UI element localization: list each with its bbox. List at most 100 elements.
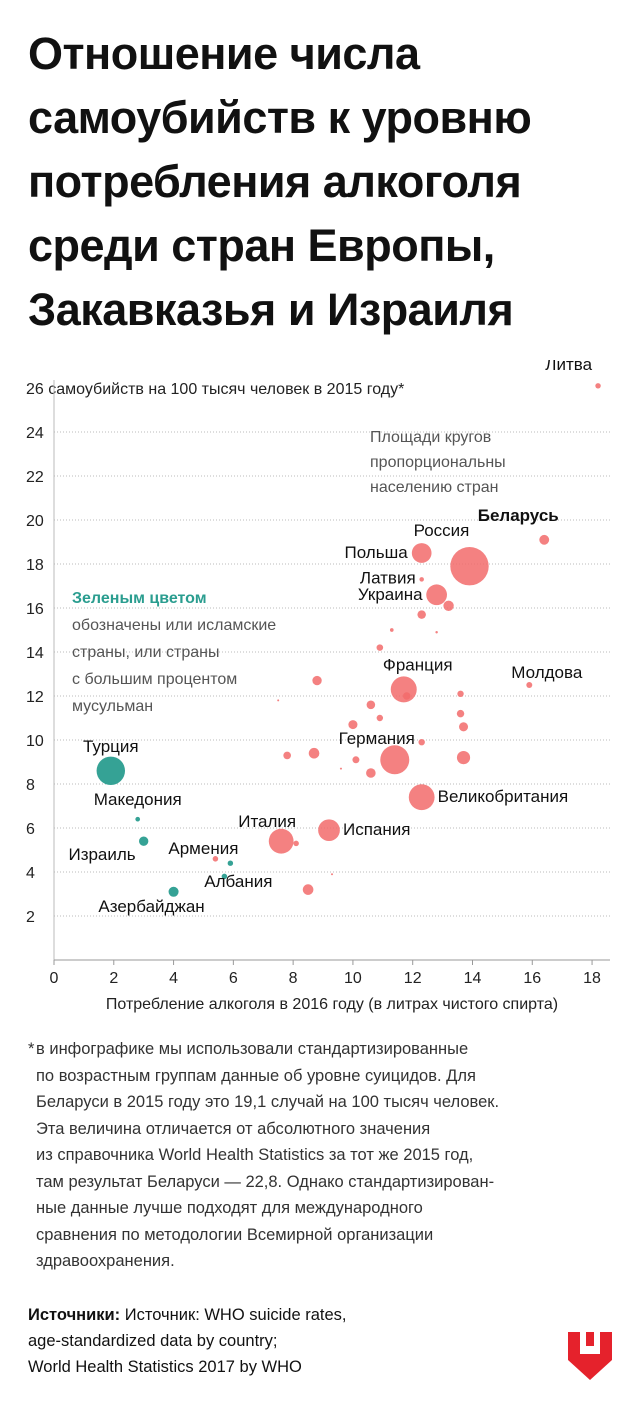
data-point (221, 873, 228, 880)
data-point-Македония (135, 816, 141, 822)
x-tick-label: 14 (464, 970, 482, 987)
data-label-Латвия: Латвия (360, 568, 416, 587)
y-axis-label: 26 самоубийств на 100 тысяч человек в 20… (26, 381, 404, 398)
data-label-Франция: Франция (383, 655, 453, 674)
data-point-Украина (426, 584, 447, 606)
y-tick-label: 6 (26, 821, 35, 838)
y-tick-label: 2 (26, 909, 35, 926)
data-label-Македония: Македония (94, 790, 182, 809)
data-point (456, 709, 465, 718)
data-point-Албания (227, 860, 234, 866)
data-label-Турция: Турция (83, 737, 139, 756)
data-label-Великобритания: Великобритания (438, 787, 569, 806)
data-point-Азербайджан (168, 886, 179, 897)
y-tick-label: 10 (26, 733, 44, 750)
data-point-Литва (595, 383, 601, 389)
data-point-Турция (96, 756, 126, 786)
page-title: Отношение числа самоубийств к уровню пот… (28, 28, 532, 335)
x-tick-label: 12 (404, 970, 422, 987)
data-point (459, 722, 469, 732)
x-tick-label: 8 (289, 970, 298, 987)
size-note-line: Площади кругов (370, 429, 491, 446)
data-point (456, 751, 471, 765)
data-label-Россия: Россия (414, 521, 470, 540)
data-point (402, 692, 411, 700)
data-point-Испания (318, 819, 340, 842)
data-point (302, 884, 314, 895)
footnote: * в инфографике мы использовали стандарт… (28, 1036, 588, 1275)
footnote-marker: * (28, 1040, 35, 1058)
data-point-Италия (268, 828, 294, 854)
x-tick-label: 4 (169, 970, 178, 987)
data-label-Украина: Украина (358, 585, 423, 604)
color-note-line: обозначены или исламские (72, 617, 276, 634)
data-point (366, 700, 376, 710)
color-note-line: мусульман (72, 698, 153, 715)
sources-line-1: Источник: WHO suicide rates, (124, 1306, 347, 1324)
data-label-Испания: Испания (343, 820, 410, 839)
data-label-Беларусь: Беларусь (478, 506, 559, 525)
data-point-Армения (212, 856, 219, 862)
sources-label: Источники: (28, 1306, 121, 1324)
data-point (330, 873, 334, 876)
data-label-Армения: Армения (168, 839, 238, 858)
x-tick-label: 16 (523, 970, 541, 987)
data-point (457, 690, 464, 697)
color-note-line: страны, или страны (72, 644, 219, 661)
x-tick-label: 0 (50, 970, 59, 987)
data-point (293, 840, 299, 847)
y-tick-label: 24 (26, 425, 44, 442)
data-point (308, 747, 320, 759)
data-point (376, 714, 384, 722)
y-tick-label: 4 (26, 865, 35, 882)
data-point (312, 675, 322, 686)
data-point-Беларусь (539, 534, 550, 545)
data-label-Италия: Италия (238, 812, 296, 831)
data-label-Польша: Польша (345, 543, 409, 562)
data-point (348, 720, 358, 730)
y-tick-label: 14 (26, 645, 44, 662)
data-point (339, 767, 342, 770)
data-label-Азербайджан: Азербайджан (98, 897, 204, 916)
y-tick-label: 18 (26, 557, 44, 574)
data-point (277, 699, 280, 702)
data-point (418, 739, 425, 746)
data-point-Франция (390, 676, 417, 703)
data-label-Албания: Албания (204, 872, 272, 891)
data-point (417, 610, 426, 619)
data-point (352, 756, 360, 764)
data-point-Молдова (526, 682, 533, 688)
x-tick-label: 2 (109, 970, 118, 987)
sources-line-3: World Health Statistics 2017 by WHO (28, 1358, 302, 1376)
data-point (435, 630, 438, 634)
size-note-line: населению стран (370, 479, 499, 496)
data-point-Россия (450, 547, 489, 586)
data-point (283, 751, 291, 760)
data-point-Израиль (139, 836, 149, 846)
y-tick-label: 12 (26, 689, 44, 706)
x-tick-label: 18 (583, 970, 601, 987)
y-tick-label: 20 (26, 513, 44, 530)
sources-line-2: age-standardized data by country; (28, 1332, 278, 1350)
data-label-Литва: Литва (545, 360, 592, 374)
data-point-Латвия (419, 577, 424, 582)
footnote-text: в инфографике мы использовали стандартиз… (36, 1040, 500, 1270)
color-note-line: с большим процентом (72, 671, 237, 688)
data-label-Израиль: Израиль (68, 845, 135, 864)
data-label-Молдова: Молдова (511, 663, 583, 682)
data-label-Германия: Германия (339, 729, 415, 748)
size-note-line: пропорциональны (370, 454, 506, 471)
color-note-highlight: Зеленым цветом (72, 590, 207, 607)
data-point (389, 628, 394, 632)
data-point (376, 644, 384, 651)
data-points (96, 383, 601, 897)
annotations: Площади кругов пропорциональны населению с… (72, 429, 506, 715)
sources: Источники: Источник: WHO suicide rates, … (28, 1302, 448, 1380)
data-point-Германия (380, 745, 410, 775)
y-tick-label: 8 (26, 777, 35, 794)
logo-icon (568, 1332, 612, 1380)
data-point (366, 768, 376, 778)
